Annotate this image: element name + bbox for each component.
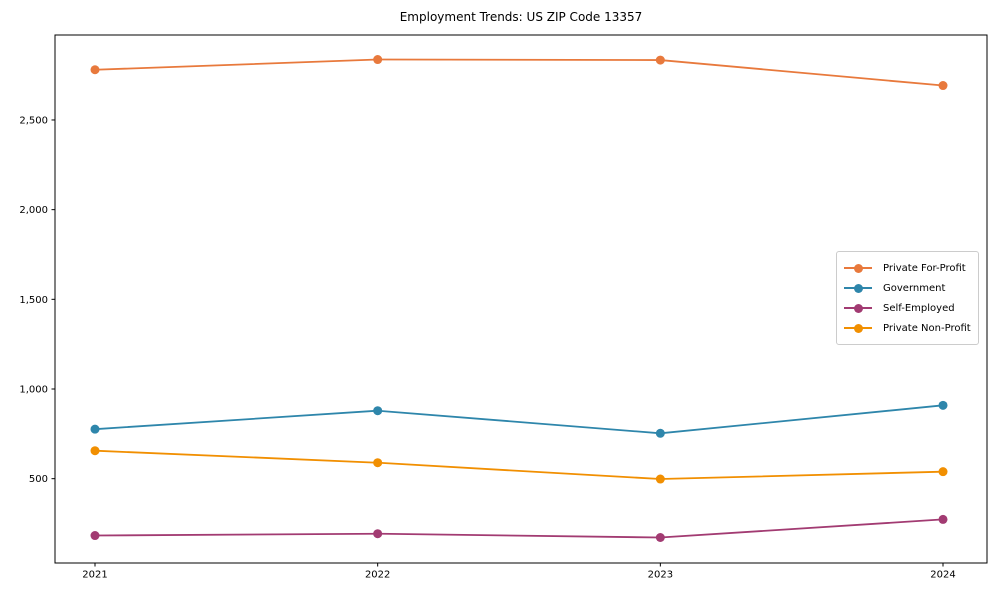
- series-marker-self-employed: [373, 529, 383, 539]
- legend-entry: Private For-Profit: [837, 258, 978, 278]
- series-line-self-employed: [94, 518, 944, 539]
- x-axis-tick-label: 2024: [930, 570, 955, 581]
- series-marker-private-non-profit: [655, 474, 665, 484]
- chart-title: Employment Trends: US ZIP Code 13357: [399, 10, 643, 24]
- legend-line-marker-icon: [844, 263, 872, 273]
- legend-line-marker-icon: [844, 283, 872, 293]
- legend-line-marker-icon: [844, 303, 872, 313]
- y-axis-tick-label: 2,500: [19, 115, 48, 126]
- series-marker-government: [90, 424, 100, 434]
- legend-label: Private For-Profit: [883, 262, 966, 274]
- series-marker-government: [938, 400, 948, 410]
- legend-label: Self-Employed: [883, 302, 955, 314]
- series-line-private-non-profit: [94, 449, 944, 480]
- series-marker-private-for-profit: [938, 81, 948, 91]
- series-marker-private-non-profit: [90, 446, 100, 456]
- y-axis-tick-label: 500: [29, 474, 48, 485]
- x-axis-tick-label: 2022: [365, 570, 390, 581]
- series-marker-private-for-profit: [90, 65, 100, 75]
- legend-entry: Government: [837, 278, 978, 298]
- series-line-private-for-profit: [94, 58, 944, 87]
- series-line-government: [94, 404, 944, 435]
- x-axis-tick-label: 2021: [82, 570, 107, 581]
- legend-line-marker-icon: [844, 323, 872, 333]
- x-axis-tick-label: 2023: [648, 570, 673, 581]
- series-marker-private-for-profit: [373, 55, 383, 65]
- chart-legend: Private For-Profit Government Self-Employe…: [836, 251, 979, 345]
- legend-entry: Private Non-Profit: [837, 318, 978, 338]
- series-marker-self-employed: [90, 531, 100, 541]
- series-marker-government: [655, 428, 665, 438]
- series-marker-private-non-profit: [938, 467, 948, 477]
- y-axis-tick-label: 2,000: [19, 205, 48, 216]
- legend-label: Private Non-Profit: [883, 322, 971, 334]
- series-marker-self-employed: [938, 514, 948, 524]
- legend-entry: Self-Employed: [837, 298, 978, 318]
- series-marker-government: [373, 406, 383, 416]
- y-axis-tick-label: 1,000: [19, 385, 48, 396]
- series-marker-private-for-profit: [655, 55, 665, 65]
- y-axis-tick-label: 1,500: [19, 295, 48, 306]
- series-marker-self-employed: [655, 533, 665, 543]
- series-marker-private-non-profit: [373, 458, 383, 468]
- legend-label: Government: [883, 282, 946, 294]
